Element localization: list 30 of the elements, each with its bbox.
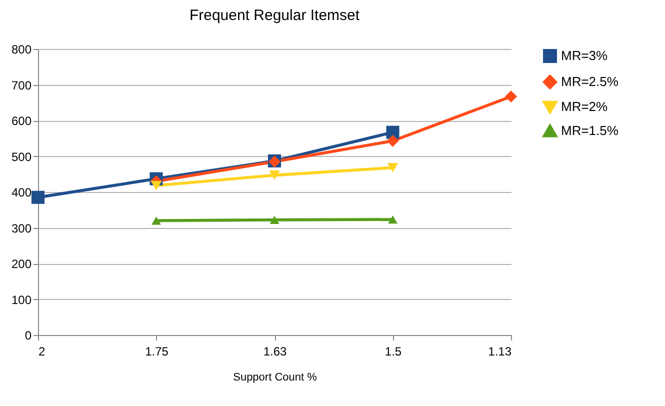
- chart-title: Frequent Regular Itemset: [189, 7, 360, 24]
- point: [505, 90, 517, 103]
- x-tick-label: 1.75: [145, 344, 169, 358]
- x-tick-label: 1.13: [488, 344, 512, 358]
- y-tick-label: 300: [11, 221, 32, 236]
- point: [386, 126, 400, 139]
- point: [31, 190, 45, 204]
- legend-label: MR=1.5%: [561, 123, 619, 138]
- point: [270, 216, 280, 224]
- x-tick-label: 2: [38, 344, 46, 358]
- point: [388, 215, 398, 224]
- point: [387, 163, 398, 172]
- y-tick-label: 400: [11, 186, 32, 200]
- y-tick-label: 200: [11, 257, 32, 271]
- point: [152, 216, 161, 225]
- x-axis-title: Support Count %: [233, 372, 318, 384]
- y-tick-label: 0: [24, 328, 32, 342]
- point: [386, 134, 399, 147]
- y-tick-label: 700: [11, 78, 32, 92]
- legend-label: MR=2%: [561, 99, 608, 114]
- point: [269, 170, 280, 180]
- y-tick-label: 600: [11, 114, 32, 128]
- legend-label: MR=2.5%: [561, 74, 619, 89]
- y-tick-label: 100: [11, 292, 32, 307]
- x-tick-label: 1.5: [384, 344, 402, 358]
- legend-label: MR=3%: [561, 48, 608, 63]
- x-tick-label: 1.63: [263, 344, 287, 358]
- y-tick-label: 800: [11, 42, 32, 56]
- y-tick-label: 500: [11, 150, 32, 164]
- point: [150, 180, 162, 190]
